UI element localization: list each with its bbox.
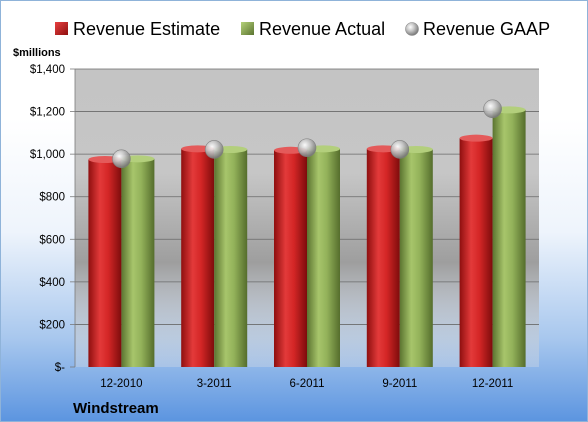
bar-revenue-actual <box>214 149 248 367</box>
bar-revenue-actual <box>121 158 155 367</box>
legend-revenue-actual-label: Revenue Actual <box>259 19 385 39</box>
y-tick-label: $800 <box>39 192 65 204</box>
x-category-label: 12-2010 <box>100 378 142 390</box>
y-tick-label: $200 <box>39 319 65 331</box>
gaap-marker <box>204 140 224 159</box>
y-tick-label: $400 <box>39 277 65 289</box>
bar-revenue-estimate <box>181 148 215 367</box>
y-axis-ticks: $- $200 $400 $600 $800 $1,000 $1,200 $1,400 <box>30 64 76 374</box>
y-axis-title: $millions <box>13 47 61 59</box>
y-tick-label: $600 <box>39 234 65 246</box>
company-name: Windstream <box>73 400 159 417</box>
legend-revenue-estimate-label: Revenue Estimate <box>73 19 220 39</box>
bar-revenue-actual <box>307 148 340 367</box>
y-tick-label: $1,000 <box>30 149 65 161</box>
gaap-marker <box>297 138 317 158</box>
bar-revenue-estimate <box>459 138 493 367</box>
legend: Revenue Estimate Revenue Actual Revenue GA… <box>55 19 550 39</box>
x-category-label: 3-2011 <box>197 378 232 390</box>
legend-revenue-estimate-swatch-icon <box>55 22 68 35</box>
legend-revenue-gaap-label: Revenue GAAP <box>423 19 550 39</box>
bar-revenue-estimate <box>88 159 122 367</box>
gaap-marker <box>112 149 131 169</box>
x-category-label: 12-2011 <box>472 378 513 390</box>
bar-revenue-estimate <box>274 150 307 367</box>
bar-revenue-estimate <box>366 148 400 367</box>
bar-revenue-actual <box>492 109 526 368</box>
gaap-marker <box>390 140 410 159</box>
gaap-marker <box>483 99 502 119</box>
bar-revenue-actual <box>399 149 433 367</box>
y-tick-label: $1,200 <box>30 107 65 119</box>
gaap-markers <box>112 99 502 169</box>
legend-revenue-gaap-marker-icon <box>405 22 419 36</box>
y-tick-label: $- <box>55 362 65 374</box>
bar-top-revenue-estimate <box>459 134 493 142</box>
y-tick-label: $1,400 <box>30 64 65 76</box>
legend-revenue-actual-swatch-icon <box>241 22 254 35</box>
x-category-label: 9-2011 <box>382 378 417 390</box>
x-axis-labels: 12-2010 3-2011 6-2011 9-2011 12-2011 <box>100 378 513 390</box>
x-category-label: 6-2011 <box>290 378 325 390</box>
